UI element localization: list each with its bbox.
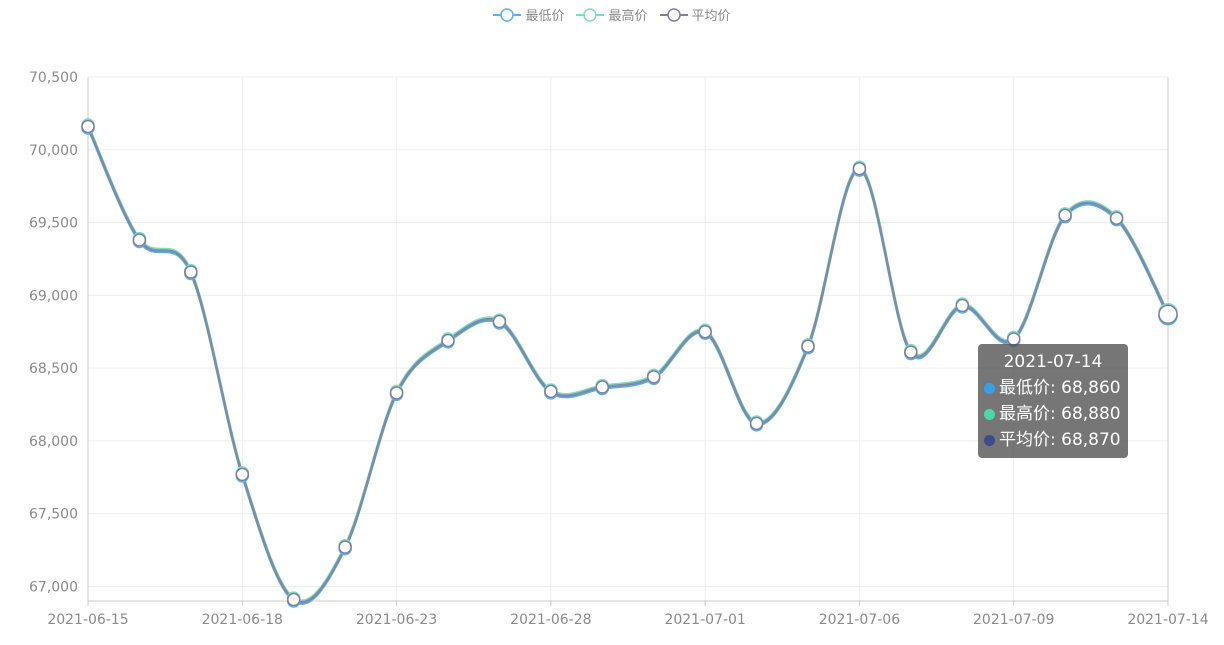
data-point: [1058, 208, 1072, 223]
data-point: [184, 265, 198, 279]
tooltip-min-text: 最低价: 68,860: [999, 378, 1121, 398]
data-point: [544, 384, 558, 399]
data-point: [904, 345, 918, 359]
y-tick-label: 70,500: [29, 70, 78, 86]
legend: 最低价 最高价 平均价: [0, 5, 1224, 24]
data-point: [286, 592, 301, 607]
x-tick-label: 2021-06-18: [202, 612, 283, 628]
tooltip-row-avg: 平均价: 68,870: [984, 427, 1128, 453]
tooltip-row-max: 最高价: 68,880: [984, 401, 1128, 427]
data-point: [235, 467, 250, 482]
data-point: [595, 380, 610, 394]
x-tick-label: 2021-07-14: [1127, 612, 1208, 628]
legend-min-label: 最低价: [525, 9, 565, 24]
data-point: [801, 339, 815, 354]
data-point: [955, 298, 970, 313]
legend-avg-icon: [659, 7, 688, 22]
tooltip-max-dot-icon: [984, 408, 995, 420]
data-point: [389, 386, 404, 400]
data-point: [749, 416, 764, 431]
tooltip-min-dot-icon: [984, 382, 995, 394]
x-tick-label: 2021-07-06: [819, 612, 900, 628]
x-tick-label: 2021-06-23: [356, 612, 437, 628]
data-point: [132, 233, 147, 247]
legend-min-icon: [493, 7, 522, 22]
tooltip: 2021-07-14 最低价: 68,860 最高价: 68,880 平均价: …: [978, 344, 1128, 458]
legend-avg-label: 平均价: [691, 9, 731, 24]
y-tick-label: 68,500: [29, 361, 78, 377]
y-tick-label: 70,000: [29, 143, 78, 159]
legend-item-avg[interactable]: 平均价: [659, 5, 731, 24]
tooltip-title: 2021-07-14: [1003, 352, 1103, 372]
legend-max-icon: [576, 7, 605, 22]
legend-item-min[interactable]: 最低价: [493, 5, 564, 24]
x-tick-label: 2021-07-09: [973, 612, 1054, 628]
y-tick-label: 69,500: [29, 216, 78, 232]
legend-max-label: 最高价: [608, 9, 648, 24]
y-tick-label: 67,000: [29, 579, 78, 595]
data-point: [441, 333, 455, 348]
x-tick-label: 2021-06-28: [510, 612, 591, 628]
data-points: [81, 118, 1178, 608]
tooltip-avg-text: 平均价: 68,870: [999, 430, 1121, 450]
data-point: [698, 324, 712, 339]
axes: 67,000 67,500 68,000 68,500 69,000 69,500 70,0…: [29, 70, 1209, 628]
legend-item-max[interactable]: 最高价: [576, 5, 648, 24]
data-point: [1109, 211, 1124, 225]
x-tick-label: 2021-06-15: [47, 612, 128, 628]
data-point: [852, 161, 867, 176]
data-point: [646, 370, 661, 384]
y-tick-label: 69,000: [29, 288, 78, 304]
y-tick-label: 68,000: [29, 434, 78, 450]
data-point: [81, 119, 95, 134]
tooltip-row-min: 最低价: 68,860: [984, 375, 1128, 401]
y-tick-label: 67,500: [29, 507, 78, 523]
data-point: [338, 540, 352, 554]
tooltip-max-text: 最高价: 68,880: [999, 404, 1121, 424]
data-point: [1158, 304, 1178, 325]
data-point: [492, 314, 507, 329]
tooltip-avg-dot-icon: [984, 434, 995, 446]
x-tick-label: 2021-07-01: [664, 612, 745, 628]
